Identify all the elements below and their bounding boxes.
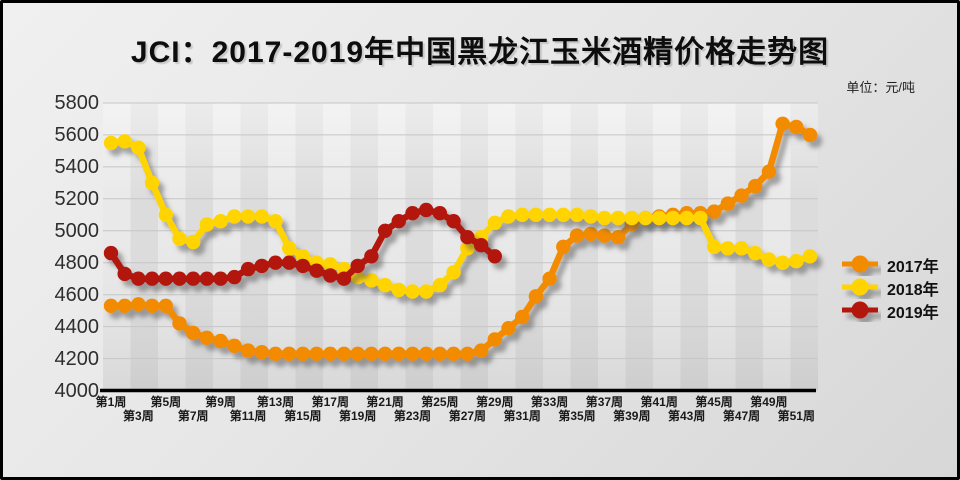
- y-tick-label: 4000: [54, 379, 100, 402]
- x-tick-label: 第35周: [558, 409, 596, 423]
- x-tick-label: 第41周: [640, 395, 678, 409]
- y-tick-label: 4400: [54, 315, 100, 338]
- x-tick-label: 第11周: [229, 409, 267, 423]
- legend-item: 2019年: [839, 299, 939, 322]
- x-tick-label: 第39周: [613, 409, 651, 423]
- gridlines: [103, 102, 818, 360]
- series-2019年: [103, 202, 502, 286]
- x-tick-label: 第3周: [123, 409, 154, 423]
- legend-label: 2017年: [887, 258, 939, 276]
- x-tick-label: 第15周: [284, 409, 322, 423]
- x-tick-label: 第51周: [777, 409, 815, 423]
- x-tick-label: 第47周: [722, 409, 761, 423]
- x-tick-label: 第7周: [177, 409, 209, 423]
- x-tick-label: 第37周: [585, 395, 624, 409]
- y-tick-label: 5000: [54, 219, 100, 242]
- y-tick-label: 5200: [54, 187, 100, 210]
- plot-area: [100, 102, 818, 393]
- y-tick-label: 5600: [54, 123, 100, 146]
- chart-title: JCI：2017-2019年中国黑龙江玉米酒精价格走势图: [130, 36, 830, 69]
- series-2017年: [103, 116, 818, 361]
- legend-marker-icon: [842, 255, 878, 273]
- x-tick-label: 第31周: [503, 409, 541, 423]
- legend-label: 2018年: [887, 281, 939, 299]
- x-tick-label: 第29周: [476, 395, 514, 409]
- legend-item: 2017年: [839, 253, 939, 276]
- x-tick-label: 第45周: [695, 395, 733, 409]
- legend-marker-icon: [842, 301, 878, 319]
- y-tick-label: 4600: [54, 283, 100, 306]
- unit-label: 单位：元/吨: [846, 80, 915, 95]
- x-tick-label: 第1周: [95, 395, 127, 409]
- x-tick-label: 第5周: [150, 395, 182, 409]
- x-tick-label: 第19周: [339, 409, 377, 423]
- x-tick-label: 第21周: [366, 395, 404, 409]
- x-tick-label: 第9周: [205, 395, 236, 409]
- y-tick-label: 5800: [54, 92, 100, 114]
- series-2018年: [103, 134, 818, 299]
- x-tick-label: 第49周: [750, 395, 788, 409]
- legend-label: 2019年: [887, 304, 939, 322]
- x-tick-label: 第43周: [668, 409, 706, 423]
- x-tick-label: 第23周: [393, 409, 432, 423]
- legend: 2017年 2018年 2019年: [839, 253, 939, 322]
- x-tick-label: 第33周: [530, 395, 569, 409]
- x-tick-label: 第17周: [311, 395, 349, 409]
- y-tick-label: 4200: [54, 347, 100, 370]
- x-tick-label: 第25周: [421, 395, 459, 409]
- legend-marker-icon: [842, 278, 878, 296]
- y-tick-label: 4800: [54, 251, 100, 274]
- x-tick-label: 第27周: [448, 409, 487, 423]
- y-tick-label: 5400: [54, 155, 100, 178]
- x-tick-label: 第13周: [256, 395, 295, 409]
- legend-item: 2018年: [839, 276, 939, 299]
